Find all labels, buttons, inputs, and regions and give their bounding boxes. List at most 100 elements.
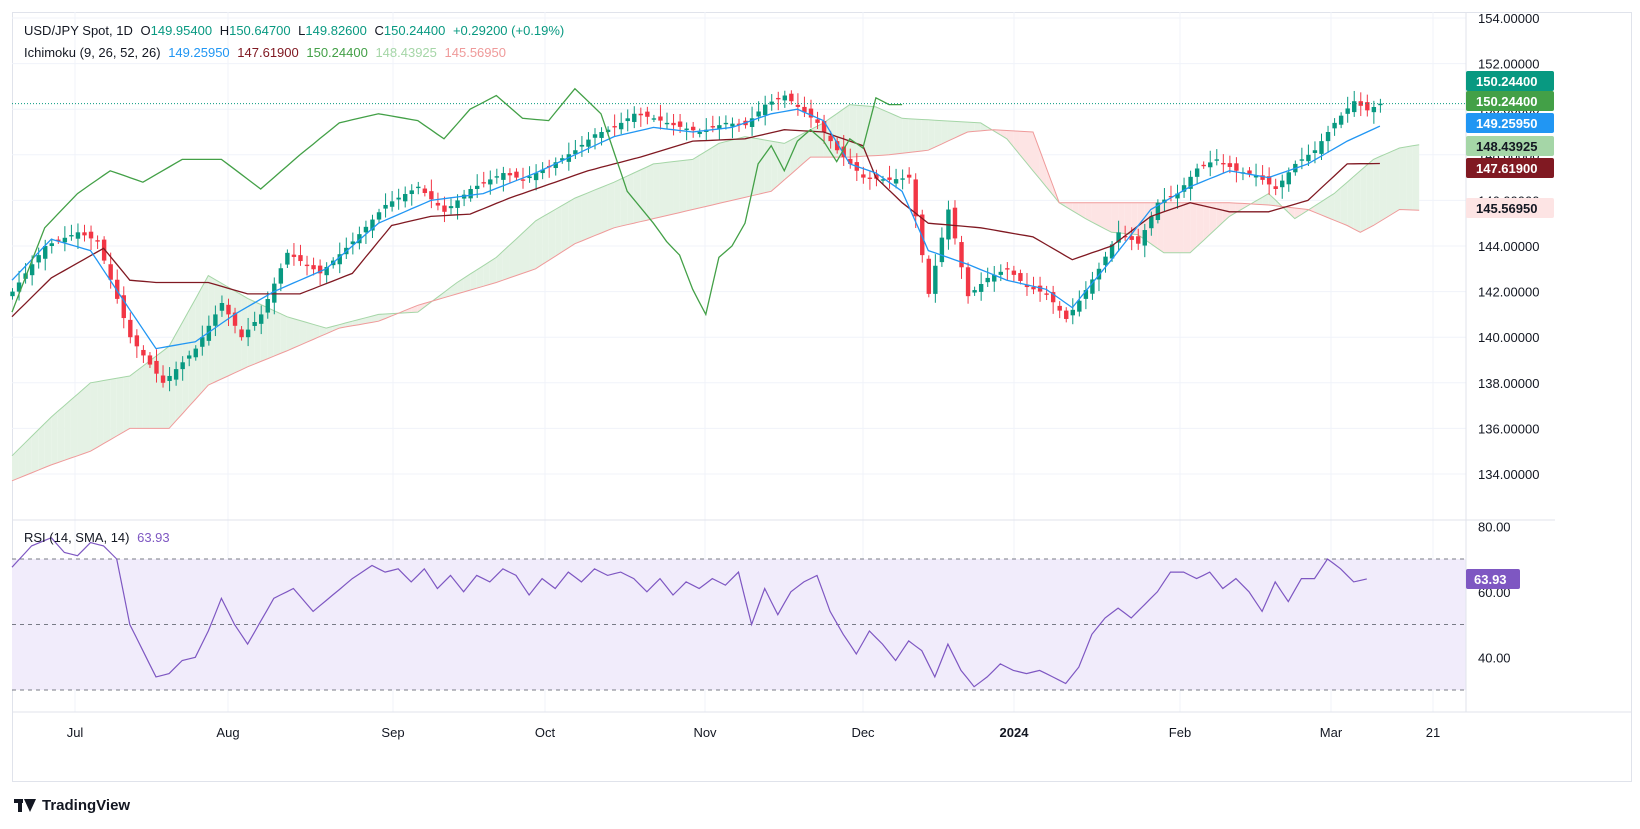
candle-down <box>841 146 846 158</box>
cloud-segment <box>1255 197 1263 205</box>
cloud-segment <box>1033 132 1040 179</box>
price-tag <box>1466 136 1554 156</box>
candle-down <box>1365 102 1370 111</box>
candle-up <box>389 201 395 207</box>
cloud-segment <box>1334 187 1341 223</box>
cloud-segment <box>843 104 850 158</box>
cloud-segment <box>1163 202 1171 253</box>
cloud-segment <box>18 442 26 479</box>
candle-down <box>1168 195 1174 198</box>
cloud-segment <box>882 109 890 156</box>
rsi-legend: RSI (14, SMA, 14) 63.93 <box>24 530 174 545</box>
cloud-segment <box>502 245 510 281</box>
candle-up <box>553 162 558 169</box>
candle-up <box>324 266 329 276</box>
candle-down <box>1011 270 1017 275</box>
candle-up <box>632 113 637 122</box>
candle-up <box>265 299 270 313</box>
cloud-segment <box>378 314 386 322</box>
candle-up <box>1181 185 1187 192</box>
cloud-segment <box>1091 202 1099 226</box>
candle-up <box>350 241 356 245</box>
ichimoku-title: Ichimoku (9, 26, 52, 26) <box>24 45 161 60</box>
cloud-segment <box>712 143 719 205</box>
price-tag-label: 150.24400 <box>1476 74 1537 89</box>
cloud-segment <box>1379 153 1387 222</box>
candle-down <box>291 254 297 257</box>
cloud-segment <box>889 112 896 155</box>
cloud-segment <box>44 417 52 468</box>
candle-down <box>1057 305 1062 311</box>
cloud-segment <box>142 361 150 429</box>
candle-down <box>134 335 140 347</box>
time-axis-label: Dec <box>851 725 875 740</box>
tradingview-logo[interactable]: TradingView <box>14 797 130 814</box>
cloud-segment <box>875 106 883 156</box>
candle-up <box>357 234 362 244</box>
kijun-value: 147.61900 <box>237 45 299 60</box>
cloud-segment <box>751 137 759 196</box>
cloud-segment <box>686 159 693 212</box>
candle-down <box>1037 285 1043 292</box>
candle-down <box>422 188 428 193</box>
candle-up <box>599 132 604 138</box>
candle-up <box>900 178 905 180</box>
candle-down <box>795 104 801 107</box>
candle-down <box>429 191 434 200</box>
candle-down <box>141 349 146 356</box>
candle-up <box>1338 115 1344 125</box>
candle-down <box>520 179 526 181</box>
candle-up <box>1325 132 1331 142</box>
candle-up <box>1253 175 1259 178</box>
candle-down <box>861 174 866 178</box>
cloud-segment <box>1019 131 1027 163</box>
cloud-segment <box>601 184 608 234</box>
cloud-segment <box>116 377 124 436</box>
candle-down <box>926 258 931 294</box>
candle-down <box>101 239 107 261</box>
cloud-segment <box>574 195 582 244</box>
cloud-segment <box>123 375 130 433</box>
price-tag <box>1466 113 1554 133</box>
price-tag-label: 148.43925 <box>1476 139 1537 154</box>
cloud-segment <box>286 316 294 351</box>
cloud-segment <box>1216 202 1223 229</box>
candle-up <box>1345 108 1350 114</box>
cloud-segment <box>1406 145 1413 210</box>
rsi-title: RSI (14, SMA, 14) <box>24 530 130 545</box>
candle-up <box>1116 232 1121 243</box>
cloud-segment <box>1183 202 1191 253</box>
candle-up <box>586 139 591 147</box>
candle-down <box>710 126 716 128</box>
cloud-segment <box>797 133 804 169</box>
price-tag-label: 147.61900 <box>1476 161 1537 176</box>
candle-up <box>730 123 735 127</box>
cloud-segment <box>902 118 909 154</box>
candle-up <box>49 243 54 246</box>
candle-down <box>690 126 696 131</box>
candle-up <box>36 255 41 263</box>
candle-down <box>1273 186 1278 189</box>
candle-down <box>776 97 781 100</box>
cloud-segment <box>535 217 543 269</box>
candle-down <box>815 119 820 123</box>
candle-down <box>1260 175 1265 180</box>
candle-up <box>1175 193 1180 199</box>
candle-up <box>448 206 454 209</box>
candle-up <box>1371 106 1377 113</box>
cloud-segment <box>856 105 863 157</box>
candle-down <box>1024 284 1030 288</box>
time-axis-label: Feb <box>1169 725 1191 740</box>
cloud-segment <box>1399 146 1407 210</box>
candle-up <box>62 237 68 243</box>
cloud-segment <box>241 294 248 370</box>
cloud-segment <box>1000 130 1007 139</box>
candle-up <box>167 375 172 381</box>
cloud-segment <box>731 138 739 201</box>
cloud-segment <box>97 380 104 448</box>
cloud-segment <box>1347 176 1354 229</box>
price-tag <box>1466 158 1554 178</box>
candle-down <box>128 319 133 338</box>
candle-up <box>978 284 984 292</box>
